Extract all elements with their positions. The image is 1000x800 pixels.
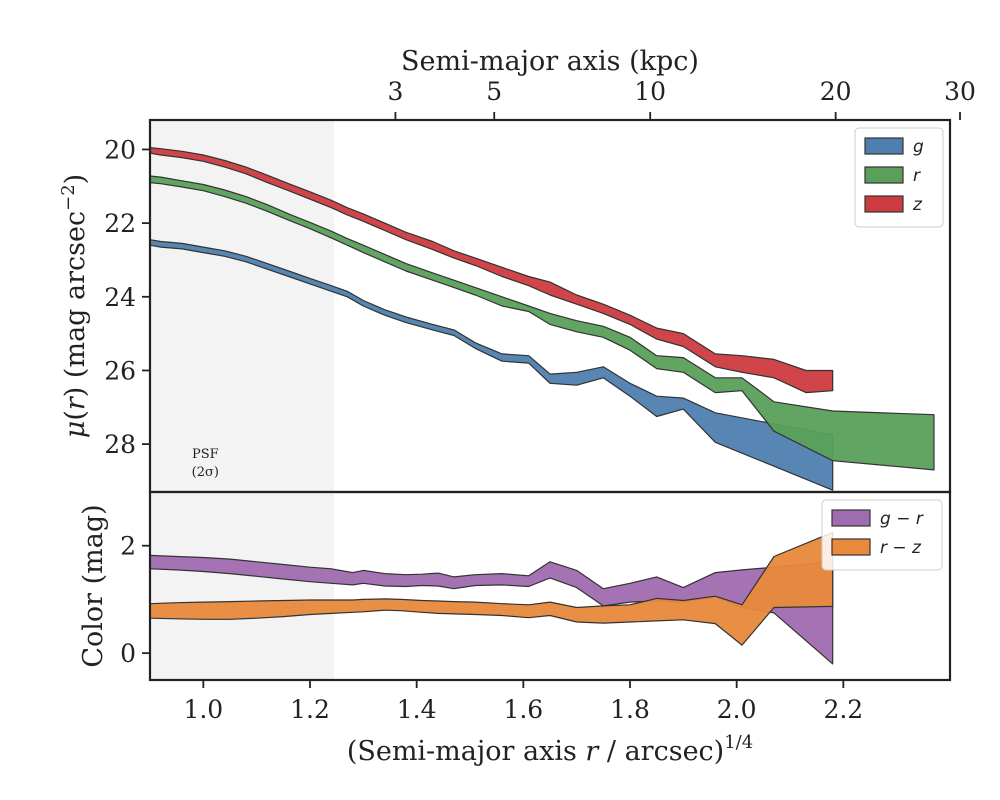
top-tick-label: 10 — [634, 77, 666, 106]
band-z — [149, 147, 834, 394]
legend-label-r-minus-z: r − z — [880, 538, 922, 558]
y-tick-label: 24 — [104, 283, 136, 312]
x-tick-label: 1.4 — [397, 695, 437, 724]
y-tick-label: 0 — [120, 639, 136, 668]
legend-label-g-minus-r: g − r — [880, 509, 924, 529]
legend-swatch-r — [864, 166, 904, 184]
legend-label-g: g — [913, 137, 924, 157]
y-tick-label: 28 — [104, 430, 136, 459]
top-tick-label: 30 — [944, 77, 976, 106]
legend-swatch-g-minus-r — [831, 509, 871, 527]
legend-swatch-g — [864, 137, 904, 155]
psf-annotation: PSF (2σ) — [192, 447, 219, 480]
psf-shaded-region — [150, 492, 334, 680]
top-tick-label: 5 — [486, 77, 502, 106]
bottom-panel-frame — [148, 490, 952, 682]
color-panel: 0 2 1.0 1.2 1.4 1.6 1.8 2.0 2.2 Color (mag) (Se… — [78, 490, 952, 767]
y-tick-label: 20 — [104, 135, 136, 164]
psf-annotation-line: (2σ) — [192, 465, 219, 480]
band-g — [149, 239, 834, 491]
band-r — [149, 175, 935, 471]
y-tick-label: 2 — [120, 532, 136, 561]
legend-swatch-z — [864, 195, 904, 213]
band-g-minus-r — [149, 554, 834, 665]
psf-annotation-line: PSF — [192, 447, 219, 462]
top-tick-label: 20 — [820, 77, 852, 106]
legend-label-r: r — [913, 166, 921, 186]
x-tick-label: 2.0 — [717, 695, 757, 724]
x-tick-label: 1.0 — [183, 695, 223, 724]
x-tick-label: 1.2 — [290, 695, 330, 724]
legend-label-z: z — [912, 195, 923, 215]
y-tick-label: 26 — [104, 356, 136, 385]
x-axis-label: (Semi-major axis r / arcsec)1/4 — [347, 732, 753, 767]
band-r-minus-z — [149, 531, 834, 646]
y-tick-label: 22 — [104, 209, 136, 238]
y-axis-label-color: Color (mag) — [78, 504, 109, 667]
top-tick-label: 3 — [387, 77, 403, 106]
x-tick-label: 1.8 — [610, 695, 650, 724]
x-tick-label: 1.6 — [503, 695, 543, 724]
x-tick-label: 2.2 — [823, 695, 863, 724]
psf-shaded-region — [150, 120, 334, 492]
legend-swatch-r-minus-z — [831, 538, 871, 556]
top-axis-title: Semi-major axis (kpc) — [401, 46, 699, 77]
y-axis-label-surface-brightness: μ(r) (mag arcsec−2) — [58, 174, 91, 438]
